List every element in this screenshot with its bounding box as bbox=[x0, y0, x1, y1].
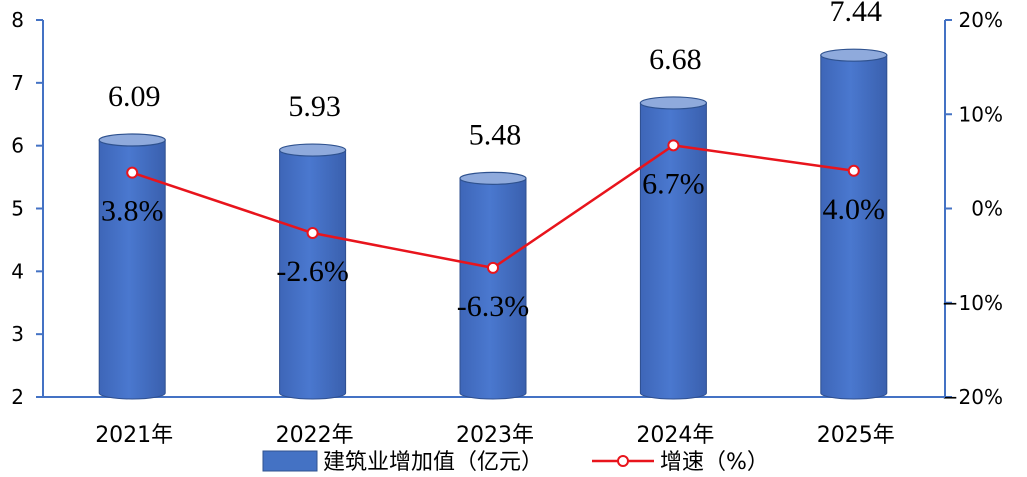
x-axis-tick-label: 2025年 bbox=[817, 423, 895, 448]
bar-body bbox=[459, 177, 527, 400]
legend-line-label: 增速（%） bbox=[660, 450, 769, 475]
bar-value-label: 5.48 bbox=[469, 118, 522, 151]
bar bbox=[279, 143, 347, 400]
bar-value-label: 6.68 bbox=[649, 43, 702, 76]
right-axis-tick-label: 20% bbox=[959, 8, 1003, 32]
left-axis-tick-label: 4 bbox=[11, 259, 24, 283]
left-axis-tick-label: 6 bbox=[11, 134, 24, 158]
bar-body bbox=[279, 149, 347, 400]
legend: 建筑业增加值（亿元） 增速（%） bbox=[262, 450, 769, 475]
x-axis-tick-label: 2022年 bbox=[276, 423, 354, 448]
growth-point bbox=[847, 164, 860, 177]
bar-top bbox=[279, 143, 347, 157]
growth-value-label: 4.0% bbox=[823, 193, 886, 226]
growth-point bbox=[306, 227, 319, 240]
axes: 2 3 4 5 6 7 8 −20% −10% 0% 10% 20% 2021年 2022年 2023年 20… bbox=[11, 8, 1003, 448]
bar bbox=[820, 48, 888, 400]
growth-value-label: 6.7% bbox=[642, 167, 705, 200]
bar-top bbox=[820, 48, 888, 62]
legend-bar-swatch bbox=[262, 450, 318, 472]
bar-value-label: 6.09 bbox=[108, 80, 161, 113]
right-axis-tick-label: 0% bbox=[971, 197, 1003, 221]
growth-point bbox=[487, 261, 499, 274]
left-axis-tick-label: 5 bbox=[11, 197, 24, 221]
bar bbox=[459, 171, 527, 400]
legend-bar-label: 建筑业增加值（亿元） bbox=[323, 450, 543, 475]
bar-value-label: 7.44 bbox=[830, 0, 883, 28]
bar-top bbox=[639, 96, 708, 110]
legend-line-marker bbox=[617, 455, 629, 467]
right-axis-tick-label: 10% bbox=[959, 102, 1003, 126]
growth-value-label: 3.8% bbox=[101, 195, 164, 228]
left-axis-tick-label: 3 bbox=[11, 322, 24, 346]
right-axis-tick-label: −10% bbox=[942, 291, 1003, 315]
bar-value-label: 5.93 bbox=[288, 90, 341, 123]
bar bbox=[639, 96, 708, 400]
growth-value-label: -6.3% bbox=[457, 290, 529, 323]
bar-series bbox=[98, 48, 888, 400]
data-labels: 6.09 5.93 5.48 6.68 7.44 3.8% -2.6% -6.3% 6.7% 4.… bbox=[101, 0, 885, 323]
left-axis-tick-label: 2 bbox=[11, 385, 24, 409]
left-axis-tick-label: 7 bbox=[11, 71, 24, 95]
bar-top bbox=[459, 171, 527, 185]
bar-body bbox=[820, 54, 888, 400]
x-axis-tick-label: 2024年 bbox=[636, 423, 714, 448]
left-axis-tick-label: 8 bbox=[11, 8, 24, 32]
right-axis-tick-label: −20% bbox=[942, 385, 1003, 409]
bar bbox=[98, 133, 166, 400]
bar-body bbox=[639, 102, 707, 400]
growth-point bbox=[667, 139, 680, 152]
bar-body bbox=[98, 139, 166, 400]
line-series bbox=[126, 139, 860, 274]
x-axis-tick-label: 2023年 bbox=[456, 423, 534, 448]
bar-top bbox=[98, 133, 166, 147]
x-axis-tick-label: 2021年 bbox=[95, 423, 173, 448]
growth-point bbox=[126, 166, 139, 179]
growth-value-label: -2.6% bbox=[276, 255, 348, 288]
